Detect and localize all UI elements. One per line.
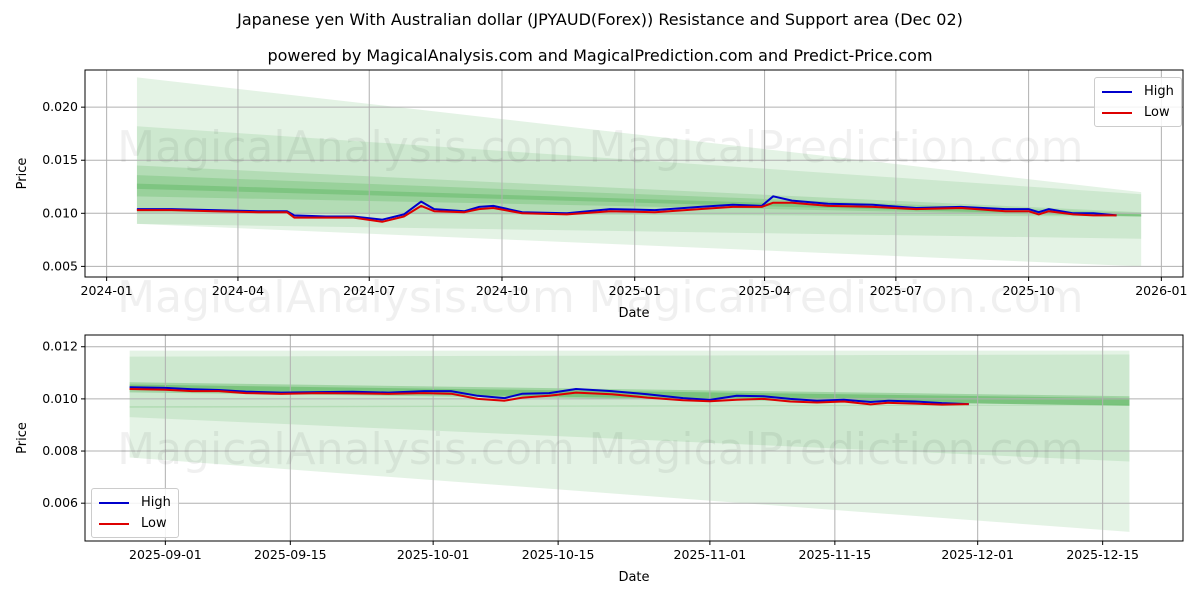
- low-price-line: [129, 388, 969, 406]
- x-tick-label: 2025-12-15: [1066, 547, 1139, 562]
- x-tick-label: 2025-12-01: [941, 547, 1014, 562]
- support-resistance-band: [136, 77, 1142, 267]
- high-price-line: [129, 386, 969, 406]
- support-resistance-band: [136, 175, 1142, 217]
- legend-item-low: Low: [99, 513, 171, 534]
- watermark: MagicalAnalysis.com: [117, 122, 575, 173]
- y-tick-label: 0.012: [42, 339, 78, 354]
- x-tick-label: 2024-07: [343, 283, 395, 298]
- legend-high-label: High: [1144, 84, 1174, 99]
- y-axis-label: Price: [15, 158, 30, 190]
- legend-item-low: Low: [1102, 102, 1174, 123]
- y-tick-label: 0.010: [42, 205, 78, 220]
- x-tick-label: 2024-10: [476, 283, 528, 298]
- x-tick-label: 2024-04: [212, 283, 264, 298]
- x-tick-label: 2025-11-01: [674, 547, 747, 562]
- support-resistance-band: [136, 126, 1142, 239]
- x-tick-label: 2025-09-01: [129, 547, 202, 562]
- y-tick-label: 0.015: [42, 152, 78, 167]
- support-resistance-band: [129, 354, 1130, 462]
- legend-low-label: Low: [141, 516, 167, 531]
- legend-high-label: High: [141, 495, 171, 510]
- plot-frame: [84, 334, 1184, 542]
- x-tick-label: 2025-10-15: [522, 547, 595, 562]
- low-line-swatch: [99, 522, 129, 525]
- top-legend: High Low: [1094, 77, 1182, 127]
- x-tick-label: 2025-07: [870, 283, 922, 298]
- x-tick-label: 2025-01: [609, 283, 661, 298]
- legend-item-high: High: [1102, 81, 1174, 102]
- watermark: MagicalPrediction.com: [589, 424, 1084, 475]
- support-resistance-band: [129, 382, 1130, 406]
- support-resistance-band: [136, 165, 1142, 217]
- x-tick-label: 2025-09-15: [254, 547, 327, 562]
- support-resistance-band: [136, 183, 1142, 217]
- watermark: MagicalAnalysis.com: [117, 272, 575, 323]
- watermark: MagicalAnalysis.com: [117, 424, 575, 475]
- support-resistance-band: [129, 384, 1130, 406]
- high-line-swatch: [99, 501, 129, 504]
- x-tick-label: 2026-01: [1135, 283, 1187, 298]
- x-axis-label: Date: [618, 306, 649, 321]
- chart-subtitle: powered by MagicalAnalysis.com and Magic…: [267, 46, 933, 65]
- x-tick-label: 2024-01: [81, 283, 133, 298]
- y-tick-label: 0.005: [42, 258, 78, 273]
- watermark: MagicalPrediction.com: [589, 272, 1084, 323]
- support-resistance-band: [129, 404, 1130, 408]
- y-tick-label: 0.006: [42, 495, 78, 510]
- top-plot: 2024-01 2024-04 2024-07 2024-10 2025-01 2025-…: [15, 69, 1187, 323]
- x-axis-label: Date: [618, 570, 649, 585]
- y-tick-label: 0.020: [42, 99, 78, 114]
- high-price-line: [136, 195, 1117, 221]
- bottom-plot: 2025-09-01 2025-09-15 2025-10-01 2025-10-15…: [15, 334, 1184, 585]
- chart-title: Japanese yen With Australian dollar (JPY…: [237, 10, 963, 29]
- plot-frame: [84, 69, 1184, 278]
- support-resistance-band: [129, 350, 1130, 532]
- x-tick-label: 2025-04: [738, 283, 790, 298]
- y-tick-label: 0.010: [42, 391, 78, 406]
- legend-low-label: Low: [1144, 105, 1170, 120]
- x-tick-label: 2025-11-15: [799, 547, 872, 562]
- x-tick-label: 2025-10: [1002, 283, 1054, 298]
- low-price-line: [136, 201, 1117, 223]
- high-line-swatch: [1102, 90, 1132, 93]
- legend-item-high: High: [99, 492, 171, 513]
- bottom-legend: High Low: [91, 488, 179, 538]
- low-line-swatch: [1102, 111, 1132, 114]
- watermark: MagicalPrediction.com: [589, 122, 1084, 173]
- y-tick-label: 0.008: [42, 443, 78, 458]
- y-axis-label: Price: [15, 422, 30, 454]
- x-tick-label: 2025-10-01: [397, 547, 470, 562]
